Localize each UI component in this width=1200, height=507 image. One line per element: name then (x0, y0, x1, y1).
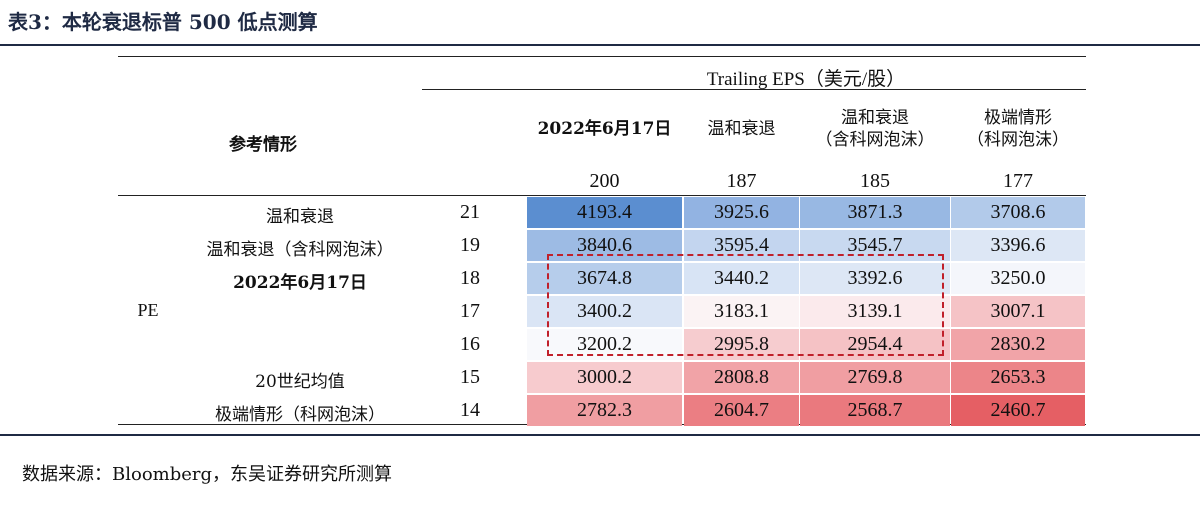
col-header-line1: 温和衰退 (841, 108, 909, 128)
bottom-rule (0, 434, 1200, 436)
scenario-label: 20世纪均值 (255, 372, 345, 392)
pe-value: 17 (460, 300, 480, 322)
table-cell: 2782.3 (527, 395, 682, 426)
pe-value: 21 (460, 201, 480, 223)
scenario-column-header: 参考情形 (229, 135, 297, 155)
table-cell: 3708.6 (951, 197, 1085, 228)
header-group-line (422, 89, 1086, 90)
table-cell: 2808.8 (684, 362, 799, 393)
table-cell: 3250.0 (951, 263, 1085, 294)
header-bottom-line (118, 195, 1086, 196)
table-cell: 3000.2 (527, 362, 682, 393)
table-cell: 2830.2 (951, 329, 1085, 360)
table-cell: 2769.8 (800, 362, 950, 393)
table-cell: 3392.6 (800, 263, 950, 294)
pe-axis-label: PE (137, 300, 159, 320)
table-cell: 2653.3 (951, 362, 1085, 393)
table-cell: 3139.1 (800, 296, 950, 327)
source-note: 数据来源：Bloomberg，东吴证券研究所测算 (22, 464, 393, 485)
table-cell: 3871.3 (800, 197, 950, 228)
pe-value: 19 (460, 234, 480, 256)
col-header-line1: 极端情形 (984, 108, 1052, 128)
eps-value: 187 (726, 170, 757, 192)
eps-value: 185 (860, 170, 890, 192)
top-rule (0, 44, 1200, 46)
table-cell: 2604.7 (684, 395, 799, 426)
col-header-line2: （科网泡沫） (967, 130, 1069, 150)
pe-value: 16 (460, 333, 480, 355)
table-cell: 4193.4 (527, 197, 682, 228)
table-cell: 2568.7 (800, 395, 950, 426)
pe-value: 18 (460, 267, 480, 289)
table-title: 表3：本轮衰退标普 500 低点测算 (8, 10, 318, 34)
table-cell: 3007.1 (951, 296, 1085, 327)
scenario-label: 温和衰退（含科网泡沫） (206, 240, 394, 260)
pe-value: 15 (460, 366, 480, 388)
table-cell: 3396.6 (951, 230, 1085, 261)
table-cell: 3925.6 (684, 197, 799, 228)
eps-value: 177 (1003, 170, 1033, 192)
col-header-line2: （含科网泡沫） (815, 130, 935, 150)
table-cell: 3183.1 (684, 296, 799, 327)
table-cell: 3674.8 (527, 263, 682, 294)
scenario-label: 2022年6月17日 (233, 273, 367, 293)
header-top-line (118, 56, 1086, 57)
col-header-line1: 温和衰退 (707, 119, 776, 139)
table-cell: 3400.2 (527, 296, 682, 327)
scenario-label: 温和衰退 (266, 207, 334, 227)
table-cell: 2460.7 (951, 395, 1085, 426)
eps-group-header: Trailing EPS（美元/股） (706, 69, 906, 90)
eps-value: 200 (589, 170, 620, 192)
table-cell: 3440.2 (684, 263, 799, 294)
highlight-box (547, 254, 944, 356)
scenario-label: 极端情形（科网泡沫） (215, 405, 385, 425)
col-header-line1: 2022年6月17日 (537, 119, 672, 139)
pe-value: 14 (460, 399, 480, 421)
